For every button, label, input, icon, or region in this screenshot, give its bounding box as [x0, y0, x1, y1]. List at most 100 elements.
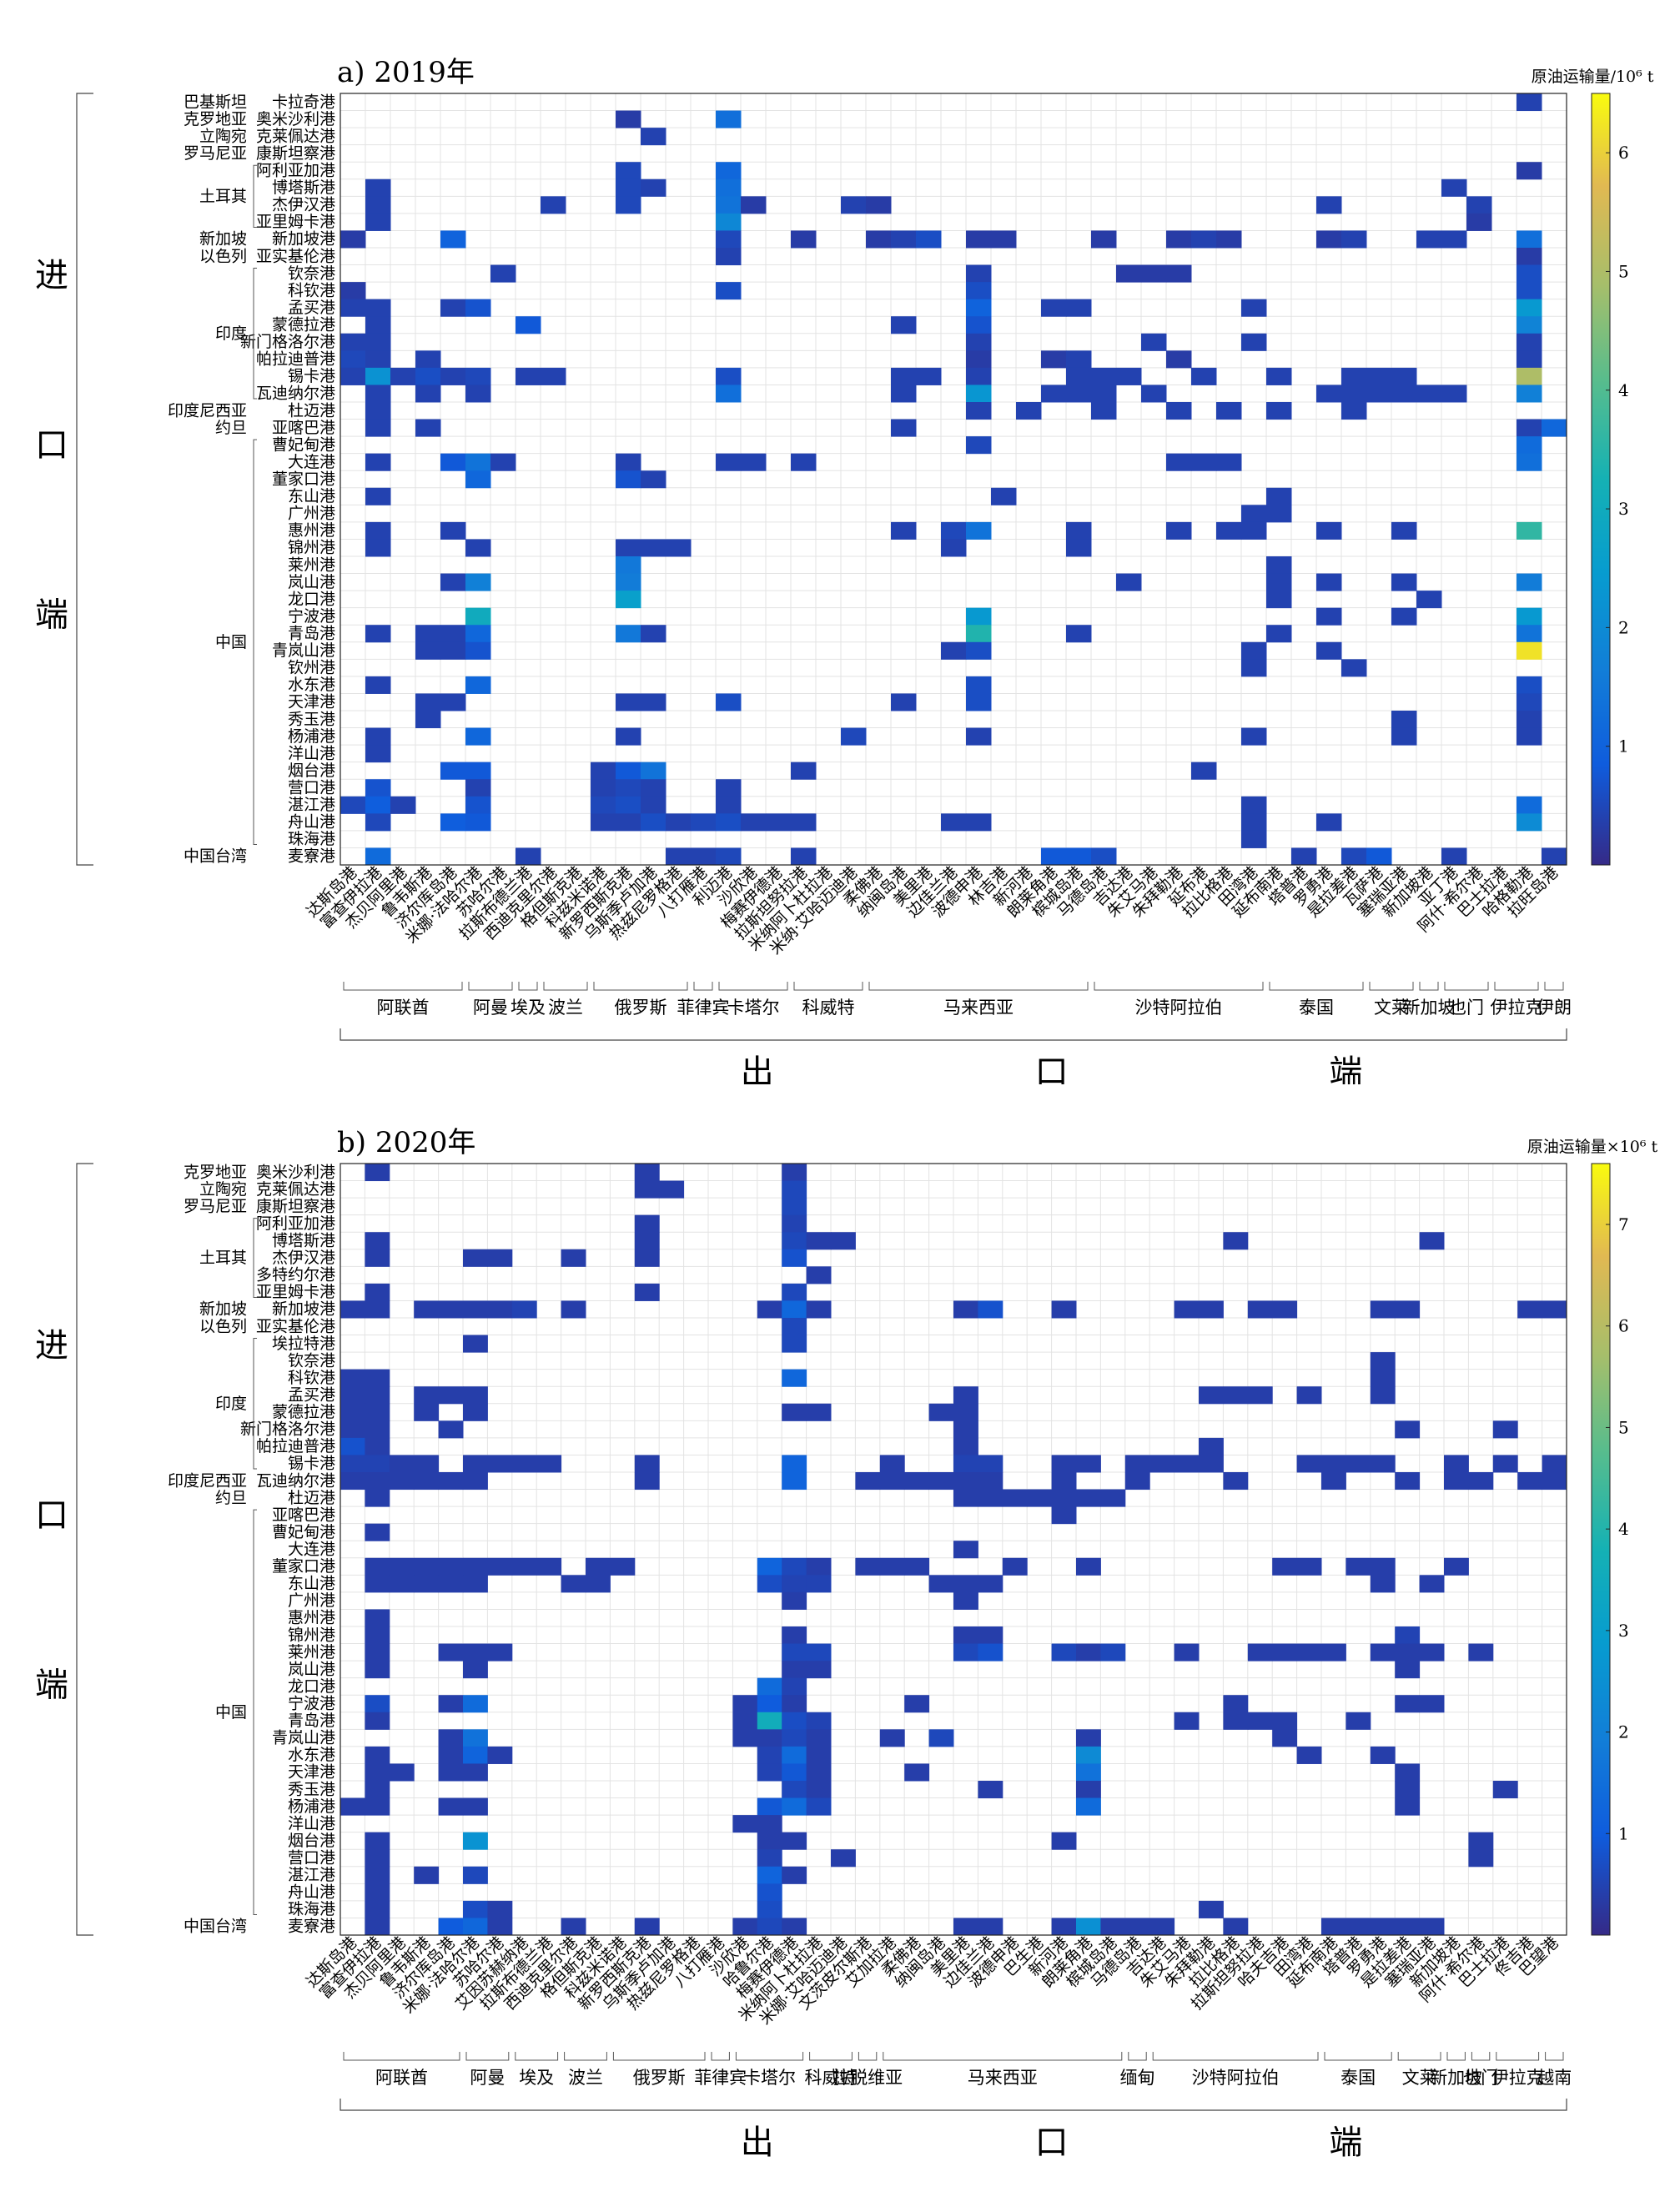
heatmap-cell: [1116, 264, 1142, 283]
heatmap-cell: [1341, 385, 1367, 403]
colorbar-tick-label: 1: [1618, 1823, 1629, 1843]
row-tick-label: 龙口港: [288, 590, 335, 608]
col-group-label: 俄罗斯: [633, 2068, 686, 2088]
heatmap-cell: [616, 573, 641, 591]
heatmap-cell: [978, 1489, 1003, 1507]
col-group-bracket: [515, 2052, 559, 2061]
heatmap-cell: [1091, 402, 1117, 420]
heatmap-cell: [953, 1455, 978, 1473]
row-tick-label: 水东港: [288, 676, 335, 694]
heatmap-cell: [1419, 1232, 1445, 1250]
heatmap-cell: [966, 282, 992, 300]
heatmap-cell: [1166, 230, 1192, 249]
heatmap-cell: [365, 1557, 390, 1576]
row-tick-label: 杰伊汉港: [272, 1249, 335, 1267]
heatmap-cell: [389, 1455, 415, 1473]
heatmap-cell: [365, 1763, 390, 1782]
heatmap-cell: [1468, 1832, 1494, 1850]
heatmap-cell: [536, 1557, 562, 1576]
col-group-bracket: [1324, 2052, 1392, 2061]
heatmap-cell: [1091, 367, 1117, 385]
chart-title: b) 2020年: [337, 1126, 475, 1159]
heatmap-cell: [941, 539, 967, 557]
heatmap-cell: [634, 1232, 660, 1250]
colorbar-tick-label: 4: [1618, 380, 1629, 400]
row-tick-label: 曹妃甸港: [272, 1523, 335, 1541]
col-groups: 阿联酋 阿曼 埃及 波兰 俄罗斯 菲律宾卡塔尔 科威特 马来西亚 沙特阿拉伯 泰国 文莱新加坡也门伊…: [343, 982, 1572, 1018]
col-group-bracket: [693, 982, 713, 991]
row-group-label: 土耳其: [199, 1249, 247, 1267]
row-group-bracket: [253, 268, 257, 400]
heatmap-cell: [440, 641, 466, 660]
heatmap-cell: [716, 282, 742, 300]
heatmap-cell: [610, 1557, 636, 1576]
heatmap-cell: [1216, 230, 1242, 249]
heatmap-cell: [1272, 1300, 1298, 1319]
col-group-bracket: [564, 2052, 607, 2061]
heatmap-cell: [1002, 1557, 1028, 1576]
col-group-bracket: [343, 2052, 460, 2061]
panel-2019: a) 2019年 卡拉奇港 奥米沙利港 克莱佩达港 康斯坦察港 阿利亚加港 博塔斯港 杰伊汉港…: [0, 0, 1675, 1092]
heatmap-cell: [953, 1472, 978, 1491]
heatmap-cell: [365, 1900, 390, 1918]
heatmap-cell: [1517, 521, 1542, 540]
heatmap-cell: [414, 1300, 440, 1319]
heatmap-cell: [1341, 659, 1367, 677]
heatmap-cell: [365, 1883, 390, 1902]
heatmap-cell: [1051, 1472, 1077, 1491]
row-tick-label: 大连港: [288, 453, 335, 471]
heatmap-cell: [365, 676, 391, 694]
heatmap-cell: [641, 625, 666, 643]
row-tick-label: 洋山港: [288, 744, 335, 762]
heatmap-cell: [1076, 1557, 1101, 1576]
heatmap-cell: [415, 367, 441, 385]
heatmap-cell: [1517, 367, 1542, 385]
cells: [340, 93, 1567, 866]
heatmap-cell: [1216, 402, 1242, 420]
heatmap-cell: [757, 1900, 782, 1918]
heatmap-cell: [806, 1266, 832, 1284]
heatmap-cell: [1316, 521, 1342, 540]
heatmap-cell: [365, 1437, 390, 1455]
heatmap-cell: [791, 847, 817, 866]
heatmap-cell: [1341, 230, 1367, 249]
heatmap-cell: [616, 162, 641, 180]
col-group-bracket: [1494, 982, 1539, 991]
heatmap-cell: [1296, 1386, 1322, 1405]
row-tick-label: 亚里姆卡港: [256, 1283, 335, 1301]
col-group-bracket: [1544, 982, 1564, 991]
heatmap-cell: [978, 1781, 1003, 1799]
col-group-label: 伊拉克: [1491, 2068, 1544, 2088]
row-tick-label: 龙口港: [288, 1677, 335, 1696]
col-group-bracket: [858, 2052, 878, 2061]
col-group-label: 沙特阿拉伯: [1135, 998, 1223, 1018]
heatmap-cell: [1199, 1455, 1224, 1473]
heatmap-cell: [365, 1249, 390, 1267]
heatmap-cell: [1517, 711, 1542, 729]
col-group-label: 马来西亚: [968, 2068, 1038, 2088]
heatmap-cell: [1241, 333, 1267, 351]
heatmap-cell: [415, 641, 441, 660]
heatmap-cell: [463, 1557, 488, 1576]
row-tick-label: 锦州港: [288, 539, 335, 557]
heatmap-cell: [757, 1866, 782, 1884]
heatmap-cell: [365, 402, 391, 420]
heatmap-cell: [438, 1643, 464, 1662]
col-group-label: 缅甸: [1120, 2068, 1155, 2088]
heatmap-cell: [782, 1918, 807, 1936]
heatmap-cell: [1223, 1918, 1249, 1936]
heatmap-cell: [365, 178, 391, 197]
heatmap-cell: [1395, 1420, 1421, 1439]
heatmap-cell: [365, 1695, 390, 1713]
heatmap-cell: [1124, 1472, 1150, 1491]
heatmap-cell: [1419, 1695, 1445, 1713]
row-group-label: 立陶宛: [199, 127, 247, 145]
heatmap-cell: [1016, 402, 1042, 420]
row-tick-label: 秀玉港: [288, 1780, 335, 1798]
heatmap-cell: [465, 539, 491, 557]
heatmap-cell: [438, 1557, 464, 1576]
row-tick-label: 锡卡港: [288, 367, 335, 385]
y-side-label: 口: [35, 1496, 68, 1535]
heatmap-2020: b) 2020年奥米沙利港克莱佩达港康斯坦察港阿利亚加港博塔斯港杰伊汉港多特约尔…: [35, 1126, 1658, 2162]
heatmap-cell: [1441, 230, 1467, 249]
